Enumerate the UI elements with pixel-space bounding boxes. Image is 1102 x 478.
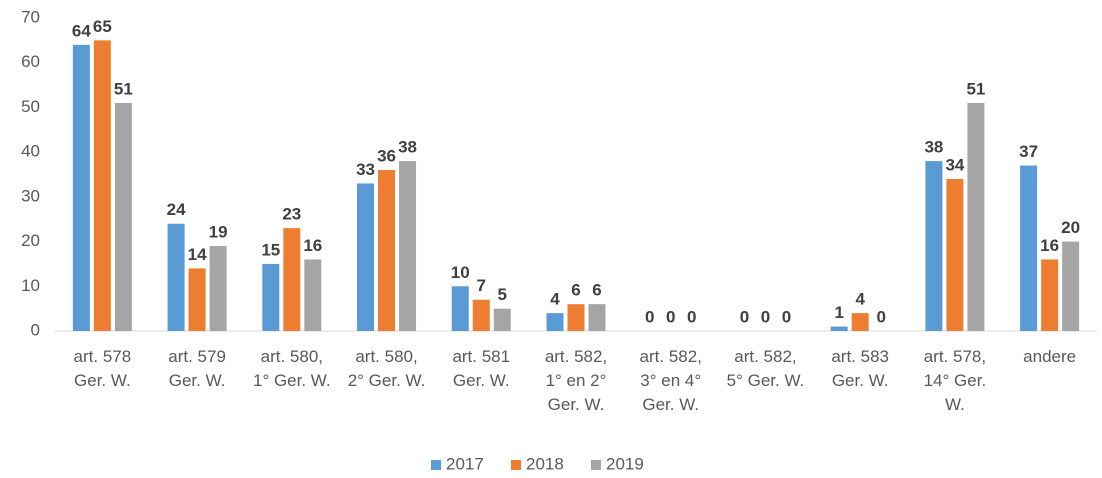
data-label: 14	[188, 245, 207, 264]
bar	[209, 246, 227, 331]
data-label: 15	[261, 240, 280, 259]
legend-swatch	[511, 460, 521, 470]
data-label: 0	[687, 307, 696, 326]
x-tick-label: art. 579 Ger. W.	[168, 347, 226, 390]
data-label: 6	[571, 281, 580, 300]
data-label: 7	[477, 276, 486, 295]
data-label: 4	[550, 290, 560, 309]
bar	[1062, 241, 1080, 331]
legend-label: 2019	[606, 454, 644, 473]
data-label: 65	[93, 17, 112, 36]
data-label: 20	[1061, 218, 1080, 237]
y-tick-label: 20	[21, 231, 40, 250]
data-label: 38	[924, 138, 943, 157]
data-label: 0	[666, 307, 675, 326]
legend-label: 2017	[446, 454, 484, 473]
y-tick-label: 40	[21, 142, 40, 161]
bar	[1041, 259, 1059, 331]
bar	[114, 102, 132, 331]
y-tick-label: 10	[21, 276, 40, 295]
x-tick-label: art. 580, 1° Ger. W.	[253, 347, 331, 390]
bar	[851, 313, 869, 331]
data-label: 23	[282, 205, 301, 224]
bar	[399, 161, 417, 331]
bar	[451, 286, 469, 331]
bar	[493, 308, 511, 331]
bar	[167, 223, 185, 331]
x-tick-label: art. 583 Ger. W.	[831, 347, 889, 390]
bar	[357, 183, 375, 331]
bar	[378, 170, 396, 331]
data-label: 24	[167, 200, 186, 219]
data-label: 64	[72, 21, 91, 40]
x-tick-label: andere	[1023, 347, 1076, 366]
data-label: 1	[834, 303, 843, 322]
data-label: 51	[966, 79, 985, 98]
data-label: 0	[782, 307, 791, 326]
x-tick-label: art. 578 Ger. W.	[74, 347, 132, 390]
bar	[93, 40, 111, 331]
bar	[188, 268, 206, 331]
data-label: 37	[1019, 142, 1038, 161]
bar	[946, 178, 964, 331]
y-tick-label: 70	[21, 7, 40, 26]
legend-label: 2018	[526, 454, 564, 473]
data-label: 34	[945, 155, 964, 174]
bar	[925, 161, 943, 331]
bar	[830, 326, 848, 331]
data-label: 4	[855, 290, 865, 309]
y-tick-label: 0	[31, 320, 40, 339]
data-label: 5	[498, 285, 507, 304]
legend-swatch	[591, 460, 601, 470]
data-label: 33	[356, 160, 375, 179]
y-tick-label: 60	[21, 52, 40, 71]
data-label: 16	[303, 236, 322, 255]
data-label: 51	[114, 79, 133, 98]
bar	[546, 313, 564, 331]
bar	[262, 263, 280, 331]
x-tick-label: art. 582, 3° en 4° Ger. W.	[640, 347, 702, 414]
x-tick-label: art. 582, 5° Ger. W.	[727, 347, 805, 390]
legend-swatch	[431, 460, 441, 470]
x-tick-label: art. 578, 14° Ger. W.	[924, 347, 987, 414]
bar	[1020, 165, 1038, 331]
bar	[72, 44, 90, 331]
data-label: 6	[592, 281, 601, 300]
data-label: 19	[209, 223, 228, 242]
bar	[283, 228, 301, 331]
x-tick-label: art. 581 Ger. W.	[452, 347, 510, 390]
data-label: 38	[398, 138, 417, 157]
data-label: 10	[451, 263, 470, 282]
data-label: 0	[645, 307, 654, 326]
y-tick-label: 50	[21, 97, 40, 116]
bar	[304, 259, 322, 331]
data-label: 16	[1040, 236, 1059, 255]
data-label: 0	[876, 307, 885, 326]
bar	[567, 304, 585, 331]
x-tick-label: art. 582, 1° en 2° Ger. W.	[545, 347, 607, 414]
y-tick-label: 30	[21, 186, 40, 205]
x-tick-label: art. 580, 2° Ger. W.	[348, 347, 426, 390]
data-label: 36	[377, 147, 396, 166]
data-label: 0	[740, 307, 749, 326]
bar	[588, 304, 606, 331]
bar	[472, 299, 490, 331]
data-label: 0	[761, 307, 770, 326]
bar	[967, 102, 985, 331]
